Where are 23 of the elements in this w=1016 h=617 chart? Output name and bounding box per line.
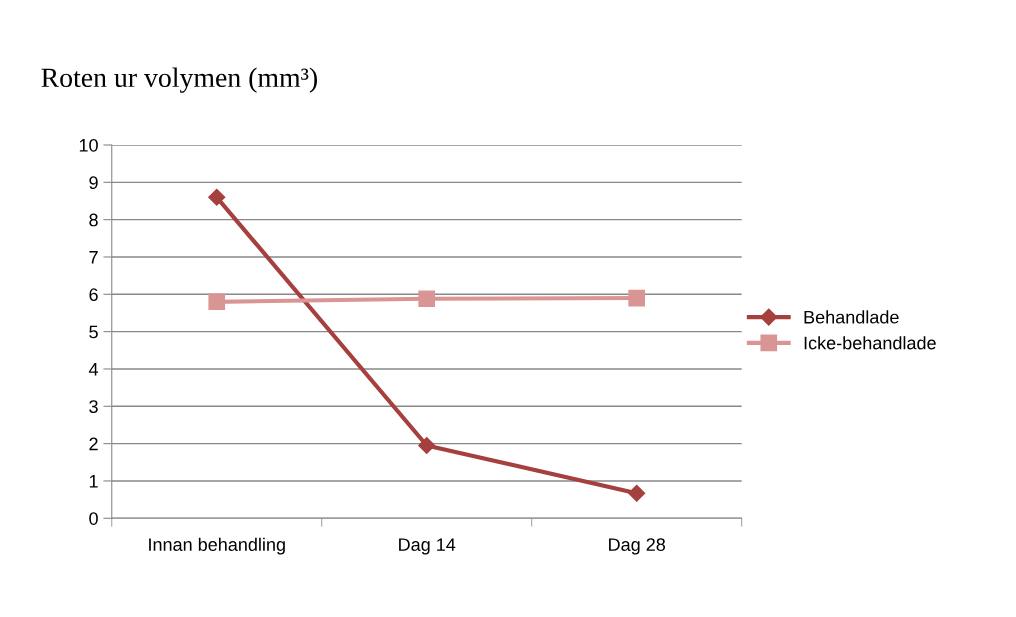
point bbox=[418, 290, 436, 308]
y-tick-label: 5 bbox=[89, 325, 98, 339]
x-tick-label: Innan behandling bbox=[149, 537, 285, 555]
y-tick-label: 10 bbox=[79, 138, 98, 152]
y-tick-label: 9 bbox=[89, 176, 98, 190]
x-tick-label: Dag 14 bbox=[399, 538, 456, 555]
x-tick-label: Dag 28 bbox=[609, 538, 666, 555]
y-tick-label: 1 bbox=[89, 475, 98, 488]
chart-title: Roten ur volymen (mm³) bbox=[41, 67, 317, 93]
y-tick-label: 3 bbox=[89, 400, 98, 414]
y-tick-label: 8 bbox=[89, 213, 98, 227]
y-tick-label: 0 bbox=[89, 512, 98, 525]
y-tick-label: 2 bbox=[89, 437, 98, 451]
point bbox=[208, 293, 226, 311]
y-tick-label: 6 bbox=[89, 288, 98, 302]
point bbox=[628, 484, 646, 502]
point bbox=[628, 289, 646, 307]
point bbox=[418, 436, 436, 455]
y-tick-label: 7 bbox=[89, 251, 98, 264]
y-tick-label: 4 bbox=[88, 363, 99, 376]
legend-label: Behandlade bbox=[804, 310, 899, 324]
legend-label: Icke-behandlade bbox=[804, 336, 936, 350]
point bbox=[208, 188, 226, 206]
